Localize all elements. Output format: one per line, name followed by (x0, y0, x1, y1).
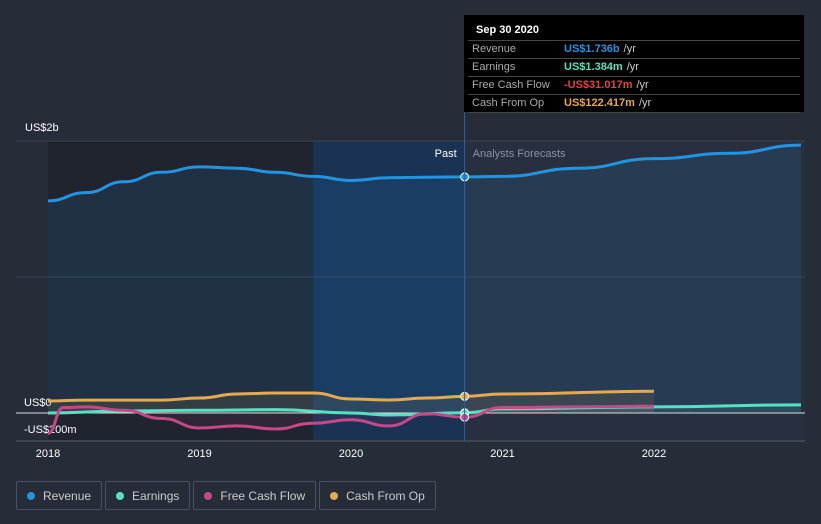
legend-dot-icon (27, 491, 35, 500)
x-tick-label: 2022 (642, 448, 666, 460)
tooltip-row: Revenue US$1.736b/yr (468, 41, 800, 59)
tooltip-value: US$122.417m (564, 97, 635, 109)
tooltip-date: Sep 30 2020 (468, 15, 800, 41)
legend-label: Free Cash Flow (220, 488, 306, 503)
legend-dot-icon (204, 491, 213, 500)
past-label: Past (435, 148, 457, 160)
tooltip-label: Free Cash Flow (472, 79, 550, 91)
x-tick-label: 2018 (36, 448, 60, 460)
series-line-revenue (47, 143, 801, 203)
legend-item-revenue[interactable]: Revenue (16, 481, 103, 510)
legend-item-earnings[interactable]: Earnings (105, 481, 191, 510)
legend-dot-icon (330, 491, 339, 500)
tooltip: Sep 30 2020 Revenue US$1.736b/yr Earnings U… (464, 15, 804, 113)
tooltip-unit: /yr (623, 43, 636, 55)
tooltip-label: Revenue (472, 43, 517, 55)
tooltip-label: Cash From Op (472, 97, 545, 109)
series-area-revenue (48, 145, 801, 413)
x-tick-label: 2019 (187, 448, 211, 460)
tooltip-value: -US$31.017m (564, 79, 633, 91)
legend-dot-icon (116, 491, 125, 500)
x-tick-label: 2021 (490, 448, 514, 460)
tooltip-unit: /yr (636, 79, 649, 91)
legend-label: Revenue (43, 488, 92, 503)
y-tick-label: US$0 (24, 397, 52, 409)
series-line-free-cash-flow (47, 404, 655, 435)
tooltip-unit: /yr (626, 61, 639, 73)
legend-item-free-cash-flow[interactable]: Free Cash Flow (193, 481, 317, 510)
tooltip-value: US$1.736b (564, 43, 620, 55)
series-line-cash-from-op (47, 389, 655, 403)
y-tick-label: US$2b (25, 122, 59, 134)
legend-label: Earnings (132, 488, 180, 503)
tooltip-row: Earnings US$1.384m/yr (468, 59, 800, 77)
forecast-label: Analysts Forecasts (473, 148, 566, 160)
tooltip-row: Free Cash Flow -US$31.017m/yr (468, 77, 800, 95)
legend: Revenue Earnings Free Cash Flow Cash From O… (16, 481, 436, 510)
tooltip-value: US$1.384m (564, 61, 623, 73)
tooltip-label: Earnings (472, 61, 516, 73)
x-tick-label: 2020 (339, 448, 363, 460)
tooltip-row: Cash From Op US$122.417m/yr (468, 95, 800, 113)
tooltip-unit: /yr (638, 97, 652, 109)
legend-label: Cash From Op (346, 488, 425, 503)
legend-item-cash-from-op[interactable]: Cash From Op (319, 481, 436, 510)
highlight-region (313, 141, 465, 440)
